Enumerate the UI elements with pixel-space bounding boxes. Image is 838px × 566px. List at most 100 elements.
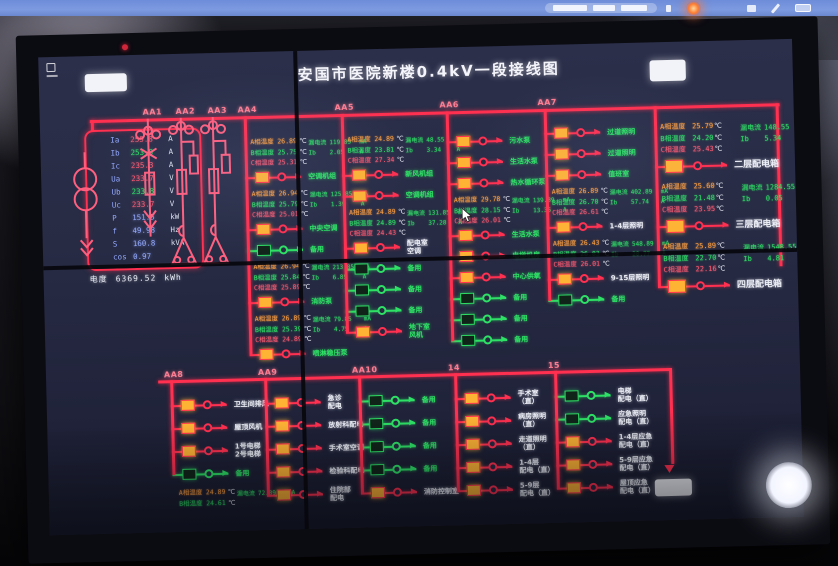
temp-value: 24.61: [206, 498, 226, 507]
breaker-symbol[interactable]: [558, 293, 573, 306]
breaker-symbol[interactable]: [354, 262, 369, 275]
breaker-symbol[interactable]: [355, 304, 370, 317]
breaker-symbol[interactable]: [276, 465, 291, 478]
breaker-symbol[interactable]: [259, 348, 274, 360]
branch-line: [342, 173, 399, 177]
breaker-symbol[interactable]: [182, 468, 197, 480]
breaker-symbol[interactable]: [275, 442, 290, 455]
breaker-symbol[interactable]: [355, 325, 371, 338]
feeder-row-spare: 应急照明 配电（直）: [555, 406, 685, 429]
meter-circle-icon: [487, 438, 497, 448]
breaker-symbol[interactable]: [352, 168, 367, 181]
branch-line: [449, 275, 506, 279]
breaker-symbol[interactable]: [256, 223, 271, 235]
breaker-symbol[interactable]: [461, 334, 476, 346]
breaker-symbol[interactable]: [667, 279, 687, 293]
temp-value: 22.70: [695, 253, 717, 262]
breaker-symbol[interactable]: [465, 415, 480, 427]
arrow-icon: [395, 306, 402, 313]
unit-a: A: [802, 194, 804, 202]
feeder-label: 1-4层 配电（直）: [519, 457, 555, 475]
branch-line: [360, 467, 417, 472]
meter-circle-icon: [588, 482, 598, 492]
breaker-symbol[interactable]: [556, 220, 571, 233]
unit-celsius: ℃: [303, 324, 312, 333]
breaker-symbol[interactable]: [370, 463, 385, 475]
unit-celsius: ℃: [502, 194, 511, 204]
phase-label: B相温度: [347, 145, 372, 155]
unit-celsius: ℃: [601, 207, 609, 216]
breaker-symbol[interactable]: [565, 412, 580, 425]
breaker-symbol[interactable]: [460, 292, 475, 304]
breaker-symbol[interactable]: [180, 399, 195, 411]
breaker-symbol[interactable]: [564, 389, 579, 402]
arrow-icon: [594, 128, 601, 135]
meter-label: Ub: [111, 187, 121, 197]
feeder-label: 卫生间排风: [233, 399, 269, 409]
feeder-label: 消防泵: [311, 296, 333, 306]
nav-button-bottom[interactable]: [654, 478, 693, 497]
meter-circle-icon: [578, 221, 588, 231]
breaker-symbol[interactable]: [465, 438, 480, 450]
breaker-symbol[interactable]: [557, 272, 572, 285]
feeder-label: 备用: [235, 468, 250, 478]
breaker-symbol[interactable]: [456, 135, 471, 147]
breaker-symbol[interactable]: [369, 440, 384, 452]
branch-line: [246, 227, 303, 231]
breaker-symbol[interactable]: [466, 461, 481, 473]
breaker-symbol[interactable]: [274, 396, 289, 409]
breaker-symbol[interactable]: [368, 394, 383, 406]
breaker-symbol[interactable]: [555, 168, 570, 181]
arrow-icon: [314, 398, 321, 405]
breaker-symbol[interactable]: [369, 417, 384, 429]
breaker-symbol[interactable]: [275, 419, 290, 432]
unit-celsius: ℃: [714, 133, 723, 142]
unit-celsius: ℃: [713, 121, 723, 130]
breaker-symbol[interactable]: [460, 313, 475, 325]
breaker-symbol[interactable]: [464, 392, 479, 404]
column-header: AA7: [537, 97, 558, 108]
legend-button[interactable]: [84, 73, 128, 93]
breaker-symbol[interactable]: [664, 159, 684, 173]
breaker-symbol[interactable]: [458, 229, 473, 241]
breaker-symbol[interactable]: [181, 422, 196, 434]
arrow-icon: [316, 467, 323, 474]
unit-celsius: ℃: [302, 272, 311, 281]
breaker-symbol[interactable]: [554, 126, 569, 139]
light-reflection: [765, 461, 813, 509]
ib-label: Ib: [405, 147, 413, 155]
breaker-symbol[interactable]: [256, 244, 272, 256]
branch-line: [359, 444, 416, 449]
phase-label: C相温度: [253, 283, 278, 293]
breaker-symbol[interactable]: [370, 486, 386, 498]
meter-circle-icon: [203, 422, 213, 432]
temp-value: 27.34: [374, 155, 395, 165]
arrow-icon: [221, 423, 228, 430]
nav-button-top[interactable]: [649, 59, 686, 82]
breaker-symbol[interactable]: [276, 488, 292, 501]
breaker-symbol[interactable]: [258, 296, 273, 308]
breaker-symbol[interactable]: [353, 241, 369, 254]
breaker-symbol[interactable]: [566, 481, 581, 494]
breaker-symbol[interactable]: [666, 219, 685, 233]
mouse-cursor: [461, 207, 473, 223]
breaker-symbol[interactable]: [456, 156, 472, 168]
breaker-symbol[interactable]: [457, 177, 472, 189]
breaker-symbol[interactable]: [181, 445, 196, 457]
breaker-symbol[interactable]: [354, 283, 370, 296]
breaker-symbol[interactable]: [352, 189, 367, 202]
breaker-symbol[interactable]: [566, 458, 581, 471]
arrow-icon: [408, 395, 415, 402]
branch-line: [266, 470, 323, 474]
phase-label: C相温度: [347, 156, 372, 165]
arrow-icon: [723, 280, 731, 288]
breaker-symbol[interactable]: [565, 435, 580, 448]
breaker-symbol[interactable]: [466, 484, 482, 496]
meter-circle-icon: [390, 395, 400, 405]
breaker-symbol[interactable]: [255, 171, 270, 183]
breaker-symbol[interactable]: [554, 147, 569, 160]
breaker-symbol[interactable]: [459, 271, 474, 283]
meter-circle-icon: [580, 294, 590, 304]
screen-menu-icon[interactable]: [46, 62, 56, 73]
feeder-label: 备用: [513, 292, 528, 302]
